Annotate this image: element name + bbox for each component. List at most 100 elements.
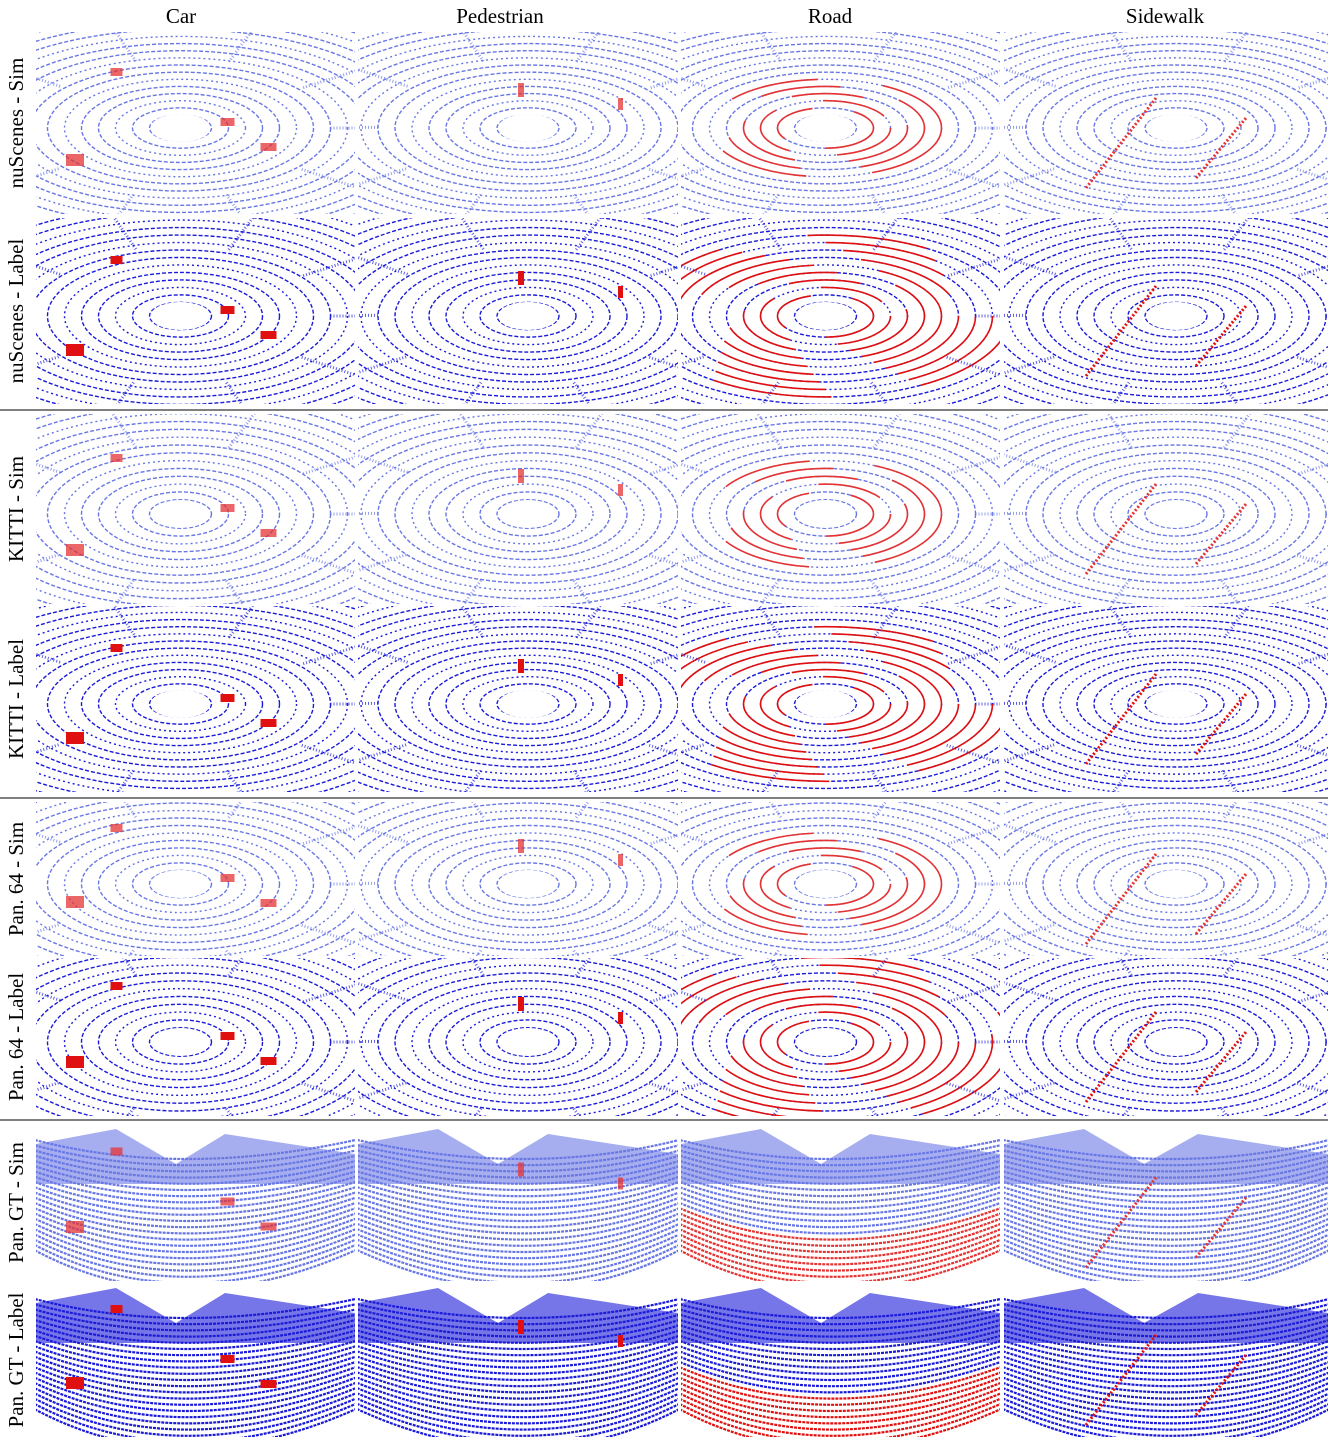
- scan-streak: [965, 1083, 1054, 1112]
- scan-streak: [576, 400, 611, 447]
- highlight: [221, 1355, 235, 1363]
- highlight: [111, 256, 123, 264]
- scan-line: [353, 1181, 683, 1209]
- scan-streak: [649, 1083, 738, 1112]
- scan-streak: [302, 555, 391, 584]
- scan-streak: [302, 1083, 391, 1112]
- ego-hole: [151, 870, 211, 898]
- highlight: [518, 659, 524, 673]
- scan-streak: [967, 632, 1055, 662]
- scan-ring: [0, 390, 450, 637]
- scan-streak: [229, 928, 264, 975]
- scan-streak: [874, 14, 909, 61]
- row-label: Pan. 64 - Label: [4, 973, 28, 1101]
- highlight-line: [1086, 286, 1156, 376]
- highlight: [261, 529, 277, 537]
- ego-hole: [1146, 114, 1206, 142]
- row-label: Pan. GT - Sim: [4, 1142, 28, 1263]
- highlight: [66, 154, 84, 166]
- scan-streak: [317, 555, 406, 584]
- ego-hole: [498, 870, 558, 898]
- highlight: [66, 896, 84, 908]
- ego-hole: [498, 500, 558, 528]
- point-cloud: [242, 758, 814, 1010]
- highlight: [518, 271, 524, 285]
- column-header: Road: [808, 4, 853, 28]
- highlight: [518, 997, 524, 1011]
- scan-ring: [0, 591, 450, 817]
- scan-streak: [229, 400, 264, 447]
- row-label: KITTI - Sim: [4, 456, 28, 562]
- row-label: nuScenes - Label: [4, 239, 28, 384]
- scan-streak: [1099, 769, 1132, 817]
- scan-streak: [576, 590, 611, 637]
- scan-streak: [744, 950, 779, 997]
- highlight: [66, 344, 84, 356]
- scan-streak: [1224, 14, 1259, 61]
- highlight: [221, 1032, 235, 1040]
- background-blob: [36, 1288, 355, 1343]
- highlight: [261, 899, 277, 907]
- scan-ring: [0, 205, 433, 427]
- scan-streak: [748, 399, 781, 447]
- point-cloud: [999, 1129, 1328, 1289]
- background-blob: [36, 1129, 355, 1184]
- scan-streak: [874, 400, 909, 447]
- scan-ring: [0, 15, 450, 241]
- scan-streak: [1099, 927, 1132, 975]
- highlight: [618, 286, 623, 298]
- highlight: [221, 874, 235, 882]
- scan-streak: [947, 169, 1036, 198]
- highlight-line: [1086, 1012, 1156, 1102]
- scan-streak: [229, 590, 264, 637]
- scan-ring: [0, 926, 433, 1158]
- scan-ring: [907, 766, 1328, 1003]
- scan-streak: [317, 1083, 406, 1112]
- scan-streak: [317, 745, 406, 774]
- scan-ring: [0, 198, 450, 435]
- scan-streak: [1297, 925, 1328, 954]
- scan-streak: [1224, 400, 1259, 447]
- scan-streak: [1297, 1083, 1328, 1112]
- highlight: [618, 1178, 623, 1190]
- scan-streak: [451, 399, 484, 447]
- highlight: [261, 1380, 277, 1388]
- highlight: [66, 1221, 84, 1233]
- scan-streak: [1224, 590, 1259, 637]
- scan-streak: [1099, 399, 1132, 447]
- point-cloud: [890, 8, 1328, 248]
- ego-hole: [796, 500, 856, 528]
- scan-streak: [446, 382, 481, 429]
- scan-streak: [649, 555, 738, 584]
- scan-streak: [451, 769, 484, 817]
- scan-streak: [614, 745, 703, 774]
- column-header: Car: [166, 4, 196, 28]
- point-cloud: [890, 190, 1328, 442]
- row-label: Pan. GT - Label: [4, 1292, 28, 1427]
- scan-streak: [967, 56, 1055, 86]
- highlight: [66, 1056, 84, 1068]
- ego-hole: [1146, 690, 1206, 718]
- scan-ring: [0, 22, 433, 234]
- highlight: [618, 484, 623, 496]
- ego-hole: [151, 1028, 211, 1056]
- scan-streak: [1299, 973, 1328, 1002]
- highlight-line: [1086, 484, 1156, 574]
- highlight-line: [1086, 854, 1156, 944]
- scan-streak: [576, 928, 611, 975]
- point-cloud: [242, 584, 814, 824]
- scan-ring: [890, 910, 1328, 1173]
- scan-streak: [1224, 928, 1259, 975]
- ego-hole: [498, 1028, 558, 1056]
- scan-streak: [303, 635, 393, 664]
- highlight: [618, 98, 623, 110]
- scan-streak: [1094, 950, 1129, 997]
- scan-streak: [748, 927, 781, 975]
- background-blob: [1004, 1129, 1328, 1184]
- scan-ring: [0, 584, 467, 824]
- highlight: [618, 854, 623, 866]
- scan-ring: [907, 15, 1328, 241]
- highlight: [261, 1057, 277, 1065]
- scan-streak: [1297, 357, 1328, 386]
- scan-streak: [317, 169, 406, 198]
